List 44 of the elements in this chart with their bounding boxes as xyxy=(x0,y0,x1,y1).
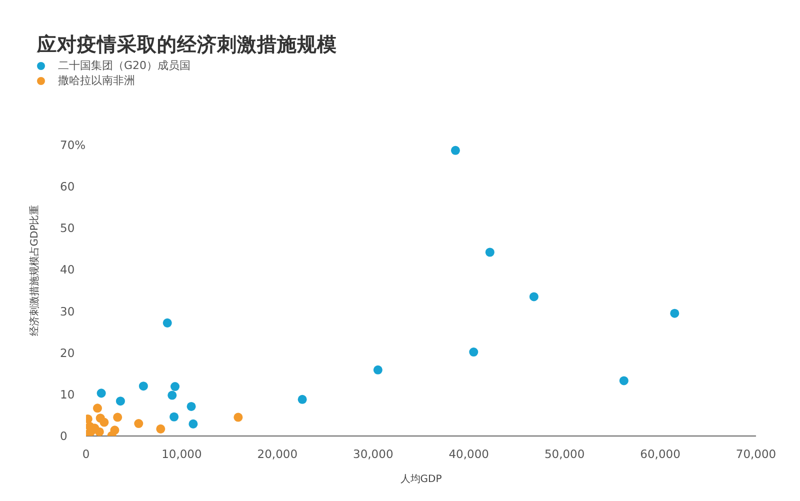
x-tick-label: 40,000 xyxy=(448,447,489,462)
point xyxy=(186,402,196,411)
point xyxy=(138,382,148,391)
point xyxy=(170,412,179,422)
point xyxy=(373,365,382,374)
x-tick-label: 10,000 xyxy=(162,447,202,462)
chart-title: 应对疫情采取的经济刺激措施规模 xyxy=(37,32,337,58)
point xyxy=(116,396,125,406)
point xyxy=(450,146,460,155)
point xyxy=(670,308,680,318)
x-tick-label: 0 xyxy=(82,447,90,462)
point xyxy=(134,419,144,428)
x-axis-title: 人均GDP xyxy=(400,473,442,485)
point xyxy=(170,382,180,392)
point xyxy=(113,412,122,422)
point xyxy=(485,248,494,257)
x-tick-label: 50,000 xyxy=(544,447,585,462)
y-tick-label: 60 xyxy=(60,180,75,194)
point xyxy=(92,404,102,413)
y-tick-label: 70% xyxy=(60,138,86,152)
point xyxy=(619,376,628,386)
y-tick-label: 40 xyxy=(60,262,75,277)
x-tick-label: 30,000 xyxy=(353,447,394,462)
legend-label: 二十国集团（G20）成员国 xyxy=(58,59,191,72)
y-tick-label: 30 xyxy=(60,304,75,318)
point xyxy=(100,418,109,427)
y-tick-label: 0 xyxy=(60,429,68,444)
point xyxy=(529,292,538,302)
y-tick-label: 10 xyxy=(60,387,75,402)
point xyxy=(298,394,307,404)
point xyxy=(96,388,106,398)
point xyxy=(168,390,177,400)
point xyxy=(469,348,478,357)
point xyxy=(234,412,243,422)
legend-label: 撒哈拉以南非洲 xyxy=(58,74,135,87)
y-tick-label: 50 xyxy=(60,221,75,236)
point xyxy=(188,419,198,428)
x-tick-label: 60,000 xyxy=(640,447,680,462)
y-tick-label: 20 xyxy=(60,346,75,360)
point xyxy=(162,318,172,328)
point xyxy=(156,424,166,434)
x-tick-label: 70,000 xyxy=(736,447,776,462)
x-tick-label: 20,000 xyxy=(257,447,298,462)
y-axis-title: 经济刺激措施规模占GDP比重 xyxy=(28,204,41,336)
